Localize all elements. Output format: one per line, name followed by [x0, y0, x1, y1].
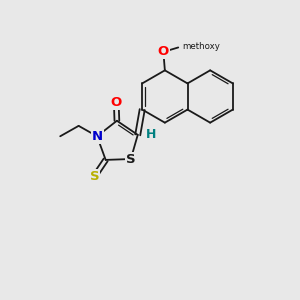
Text: O: O: [111, 97, 122, 110]
Text: H: H: [146, 128, 156, 141]
Text: O: O: [158, 45, 169, 58]
Text: S: S: [126, 152, 136, 166]
Text: methoxy: methoxy: [182, 42, 220, 51]
Text: S: S: [90, 170, 99, 183]
Text: N: N: [92, 130, 103, 143]
